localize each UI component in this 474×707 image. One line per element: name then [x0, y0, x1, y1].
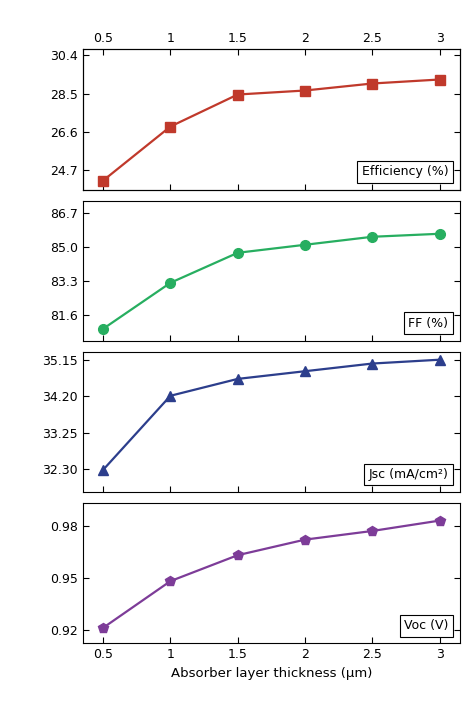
- X-axis label: Absorber layer thickness (μm): Absorber layer thickness (μm): [171, 667, 372, 680]
- Text: Jsc (mA/cm²): Jsc (mA/cm²): [369, 468, 448, 481]
- Text: Voc (V): Voc (V): [404, 619, 448, 632]
- Text: Efficiency (%): Efficiency (%): [362, 165, 448, 178]
- Text: FF (%): FF (%): [409, 317, 448, 329]
